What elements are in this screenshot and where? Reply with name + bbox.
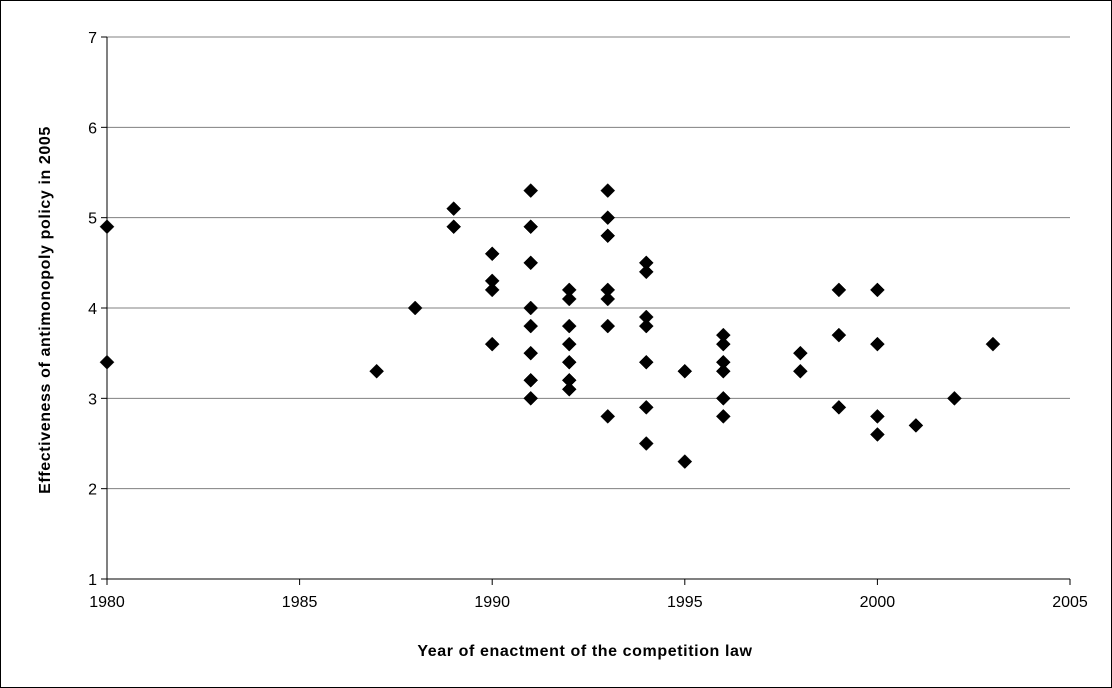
data-point xyxy=(638,354,654,370)
y-tick-label: 7 xyxy=(88,30,97,47)
y-tick-label: 6 xyxy=(88,120,97,137)
data-point xyxy=(561,291,577,307)
y-tick-label: 5 xyxy=(88,211,97,228)
data-point xyxy=(638,436,654,451)
data-point xyxy=(484,246,500,262)
data-point xyxy=(523,390,539,406)
x-axis-ticks: 1980 1985 1990 1995 2000 2005 xyxy=(89,579,1088,611)
data-point xyxy=(561,354,577,370)
data-point xyxy=(407,300,423,316)
data-point xyxy=(446,219,462,235)
data-point xyxy=(870,336,885,352)
data-point xyxy=(908,418,924,433)
x-axis-title: Year of enactment of the competition law xyxy=(417,643,752,660)
data-point xyxy=(99,219,115,235)
data-point xyxy=(523,345,539,361)
data-point xyxy=(369,363,384,379)
x-tick-label: 1990 xyxy=(474,594,510,611)
data-point xyxy=(715,336,731,352)
data-point xyxy=(985,336,1001,352)
data-point xyxy=(561,318,577,334)
data-point xyxy=(600,291,616,307)
y-tick-label: 1 xyxy=(88,572,97,589)
data-point xyxy=(561,336,577,352)
data-point xyxy=(715,363,731,379)
data-point xyxy=(484,336,500,352)
data-point xyxy=(600,318,616,334)
x-tick-label: 2000 xyxy=(860,594,896,611)
x-tick-label: 1995 xyxy=(667,594,703,611)
gridlines xyxy=(107,36,1070,490)
data-point xyxy=(484,282,500,298)
x-tick-label: 2005 xyxy=(1052,594,1088,611)
data-point xyxy=(600,228,616,244)
data-point xyxy=(638,264,654,280)
data-point xyxy=(523,255,539,271)
data-point xyxy=(831,327,847,343)
data-point xyxy=(523,372,539,388)
y-tick-label: 4 xyxy=(88,301,97,318)
x-tick-label: 1980 xyxy=(89,594,125,611)
data-point xyxy=(523,183,539,198)
data-point xyxy=(947,390,962,406)
data-point xyxy=(99,354,115,370)
y-tick-label: 2 xyxy=(88,482,97,499)
data-point xyxy=(677,454,693,469)
data-point xyxy=(793,345,808,361)
data-point xyxy=(870,282,885,298)
data-point xyxy=(561,381,577,397)
data-point xyxy=(793,363,808,379)
data-point xyxy=(638,400,654,415)
data-point xyxy=(600,409,616,424)
x-tick-label: 1985 xyxy=(282,594,318,611)
y-axis-title: Effectiveness of antimonopoly policy in … xyxy=(37,126,54,494)
data-points xyxy=(99,183,1001,469)
data-point xyxy=(523,300,539,316)
data-point xyxy=(523,318,539,334)
data-point xyxy=(600,183,616,198)
data-point xyxy=(831,282,847,298)
data-point xyxy=(638,318,654,334)
data-point xyxy=(523,219,539,235)
y-tick-label: 3 xyxy=(88,391,97,408)
data-point xyxy=(600,210,616,226)
data-point xyxy=(715,390,731,406)
data-point xyxy=(446,201,462,216)
data-point xyxy=(677,363,693,379)
y-axis-ticks: 1 2 3 4 5 6 7 xyxy=(88,30,107,589)
data-point xyxy=(870,427,885,442)
data-point xyxy=(831,400,847,415)
data-point xyxy=(715,409,731,424)
data-point xyxy=(870,409,885,424)
